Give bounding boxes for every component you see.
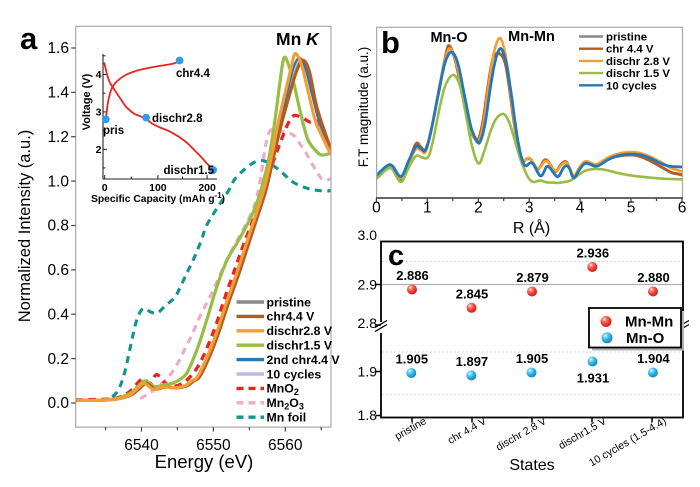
svg-text:10 cycles: 10 cycles [606, 80, 657, 92]
svg-text:Mn-Mn: Mn-Mn [508, 29, 555, 45]
svg-text:0.0: 0.0 [47, 395, 69, 412]
svg-text:a: a [20, 21, 38, 56]
svg-text:1.905: 1.905 [516, 351, 549, 366]
svg-text:10 cycles: 10 cycles [267, 367, 322, 381]
svg-text:Voltage (V): Voltage (V) [81, 73, 93, 130]
svg-text:dischr 1.5 V: dischr 1.5 V [606, 68, 670, 80]
svg-text:Energy (eV): Energy (eV) [155, 451, 254, 472]
svg-text:1.897: 1.897 [456, 354, 489, 369]
svg-text:1.905: 1.905 [396, 352, 429, 367]
svg-text:Normalized Intensity (a.u.): Normalized Intensity (a.u.) [16, 130, 34, 323]
svg-text:1.8: 1.8 [358, 407, 378, 423]
svg-text:2.9: 2.9 [358, 277, 378, 293]
svg-text:1.2: 1.2 [47, 129, 69, 146]
svg-text:1.0: 1.0 [47, 173, 69, 190]
svg-text:1.4: 1.4 [47, 85, 69, 102]
svg-text:dischr1.5 V: dischr1.5 V [267, 339, 333, 353]
svg-text:2.880: 2.880 [637, 270, 670, 285]
svg-text:2nd chr4.4 V: 2nd chr4.4 V [267, 353, 341, 367]
svg-text:MnO2: MnO2 [267, 382, 299, 398]
svg-text:chr4.4: chr4.4 [176, 68, 210, 80]
svg-text:Specific Capacity (mAh g-1): Specific Capacity (mAh g-1) [91, 191, 225, 205]
svg-text:2.8: 2.8 [358, 315, 378, 331]
svg-text:6550: 6550 [196, 437, 231, 454]
svg-text:3.0: 3.0 [358, 227, 378, 243]
svg-text:1.931: 1.931 [577, 371, 610, 386]
svg-text:Mn-O: Mn-O [430, 30, 467, 46]
svg-text:Mn K: Mn K [276, 29, 320, 49]
svg-text:0.8: 0.8 [47, 218, 69, 235]
svg-text:pristine: pristine [606, 32, 647, 44]
svg-text:1.904: 1.904 [637, 351, 670, 366]
svg-text:0.4: 0.4 [47, 306, 69, 323]
svg-text:F.T magnitude (a.u.): F.T magnitude (a.u.) [356, 47, 371, 168]
svg-text:3: 3 [96, 107, 102, 119]
svg-text:2: 2 [96, 144, 102, 156]
svg-text:6: 6 [678, 200, 687, 217]
svg-text:0.6: 0.6 [47, 262, 69, 279]
svg-text:Mn foil: Mn foil [267, 411, 307, 425]
svg-text:2: 2 [474, 200, 483, 217]
svg-text:pristine: pristine [267, 295, 312, 309]
svg-text:2.845: 2.845 [456, 286, 489, 301]
svg-text:200: 200 [198, 182, 216, 194]
svg-text:States: States [509, 457, 554, 474]
svg-text:R (Å): R (Å) [513, 218, 550, 237]
svg-text:1.9: 1.9 [358, 364, 378, 380]
svg-text:3: 3 [525, 200, 534, 217]
svg-text:2.879: 2.879 [516, 270, 549, 285]
svg-text:4: 4 [96, 69, 102, 81]
svg-text:b: b [381, 25, 400, 60]
svg-text:chr4.4 V: chr4.4 V [267, 310, 316, 324]
svg-text:0.2: 0.2 [47, 351, 69, 368]
svg-text:1: 1 [423, 200, 432, 217]
svg-text:Mn-O: Mn-O [626, 330, 665, 347]
svg-text:dischr2.8: dischr2.8 [152, 113, 203, 125]
svg-text:5: 5 [627, 200, 636, 217]
svg-text:dischr 2.8 V: dischr 2.8 V [606, 56, 670, 68]
svg-text:6560: 6560 [268, 437, 303, 454]
svg-text:Mn-Mn: Mn-Mn [625, 314, 673, 331]
svg-text:1.6: 1.6 [47, 40, 69, 57]
svg-text:dischr2.8 V: dischr2.8 V [267, 324, 333, 338]
svg-text:100: 100 [149, 182, 167, 194]
svg-text:Mn2O3: Mn2O3 [267, 396, 304, 412]
svg-text:c: c [388, 240, 404, 272]
svg-text:4: 4 [576, 200, 585, 217]
svg-text:2.936: 2.936 [577, 246, 610, 261]
svg-text:0: 0 [102, 182, 108, 194]
svg-text:dischr1.5: dischr1.5 [164, 165, 215, 177]
svg-text:chr 4.4 V: chr 4.4 V [606, 44, 654, 56]
svg-text:6540: 6540 [124, 437, 159, 454]
svg-text:2.886: 2.886 [396, 268, 429, 283]
svg-text:pris: pris [103, 125, 124, 137]
svg-text:0: 0 [372, 200, 381, 217]
